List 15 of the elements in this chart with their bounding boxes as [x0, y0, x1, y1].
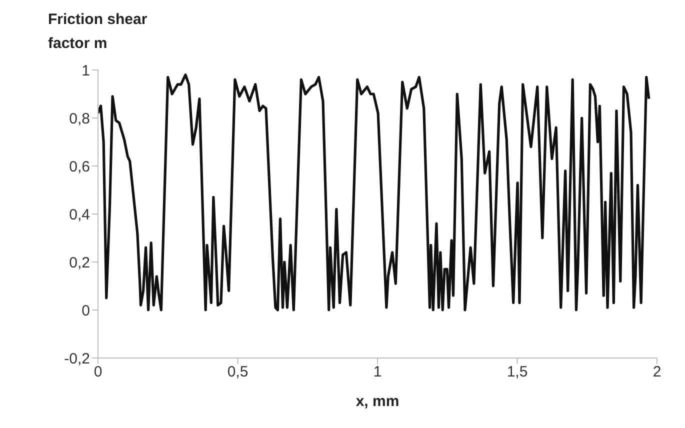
- x-tick-label: 0: [94, 364, 102, 381]
- y-tick-label: 0: [82, 302, 90, 320]
- x-tick-label: 0,5: [227, 364, 248, 381]
- y-tick-label: 0,8: [69, 110, 90, 128]
- y-tick-label: 1: [82, 62, 90, 80]
- y-tick-label: 0,2: [69, 254, 90, 272]
- y-tick-label: 0,6: [69, 158, 90, 176]
- x-tick-label: 1,5: [506, 364, 528, 381]
- y-tick-label: -0,2: [64, 350, 90, 368]
- y-tick-label: 0,4: [69, 206, 90, 224]
- line-series: [98, 74, 650, 312]
- x-axis-title: x, mm: [356, 393, 400, 410]
- y-axis-title: Friction shear factor m: [48, 10, 148, 54]
- x-tick-label: 1: [373, 364, 382, 381]
- x-tick-label: 2: [652, 364, 662, 381]
